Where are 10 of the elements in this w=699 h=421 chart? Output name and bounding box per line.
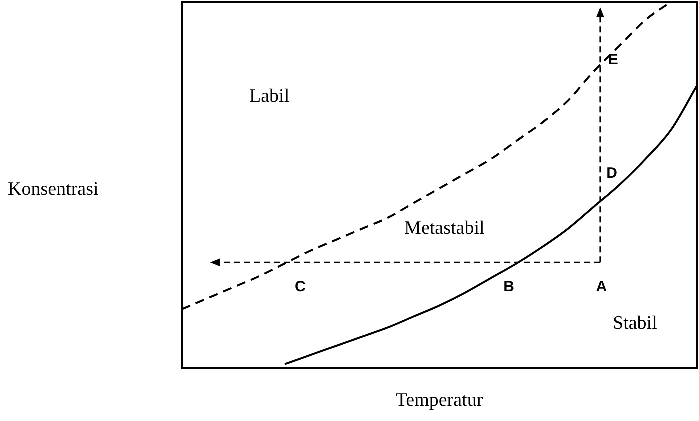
annotation: E xyxy=(608,52,618,69)
annotation: C xyxy=(295,278,306,296)
annotation: A xyxy=(596,278,608,296)
annotation: Metastabil xyxy=(404,218,485,239)
annotation: B xyxy=(504,278,515,296)
y-axis-title: Konsentrasi xyxy=(8,178,99,200)
x-axis-title: Temperatur xyxy=(396,390,484,411)
annotation: D xyxy=(606,165,618,182)
annotation: Stabil xyxy=(613,313,658,334)
annotation: Labil xyxy=(249,86,290,108)
